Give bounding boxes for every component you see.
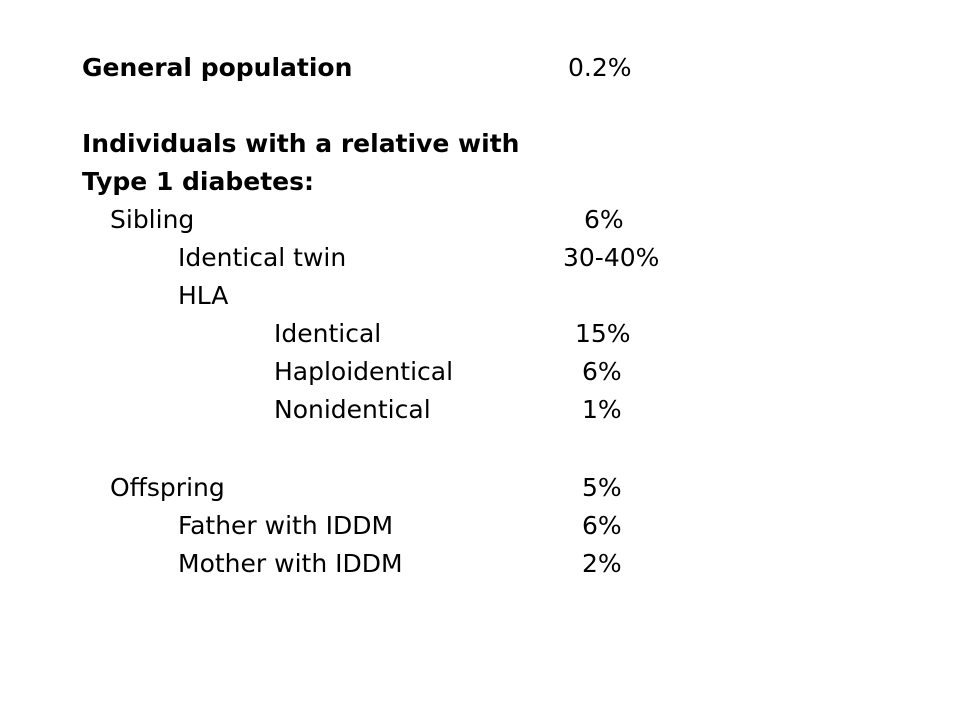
offspring-label: Offspring xyxy=(110,473,225,502)
sibling-label: Sibling xyxy=(110,205,195,234)
identical-twin-value: 30-40% xyxy=(563,243,660,272)
hla-nonidentical-label: Nonidentical xyxy=(274,395,431,424)
general-population-label: General population xyxy=(82,53,353,82)
heading-line-2: Type 1 diabetes: xyxy=(82,167,315,196)
hla-identical-label: Identical xyxy=(274,319,382,348)
father-value: 6% xyxy=(582,511,622,540)
mother-value: 2% xyxy=(582,549,622,578)
mother-label: Mother with IDDM xyxy=(178,549,403,578)
identical-twin-label: Identical twin xyxy=(178,243,347,272)
hla-label: HLA xyxy=(178,281,229,310)
hla-haploidentical-value: 6% xyxy=(582,357,622,386)
general-population-value: 0.2% xyxy=(568,53,632,82)
father-label: Father with IDDM xyxy=(178,511,394,540)
offspring-value: 5% xyxy=(582,473,622,502)
hla-identical-value: 15% xyxy=(575,319,631,348)
heading-line-1: Individuals with a relative with xyxy=(82,129,520,158)
sibling-value: 6% xyxy=(584,205,624,234)
hla-haploidentical-label: Haploidentical xyxy=(274,357,454,386)
hla-nonidentical-value: 1% xyxy=(582,395,622,424)
